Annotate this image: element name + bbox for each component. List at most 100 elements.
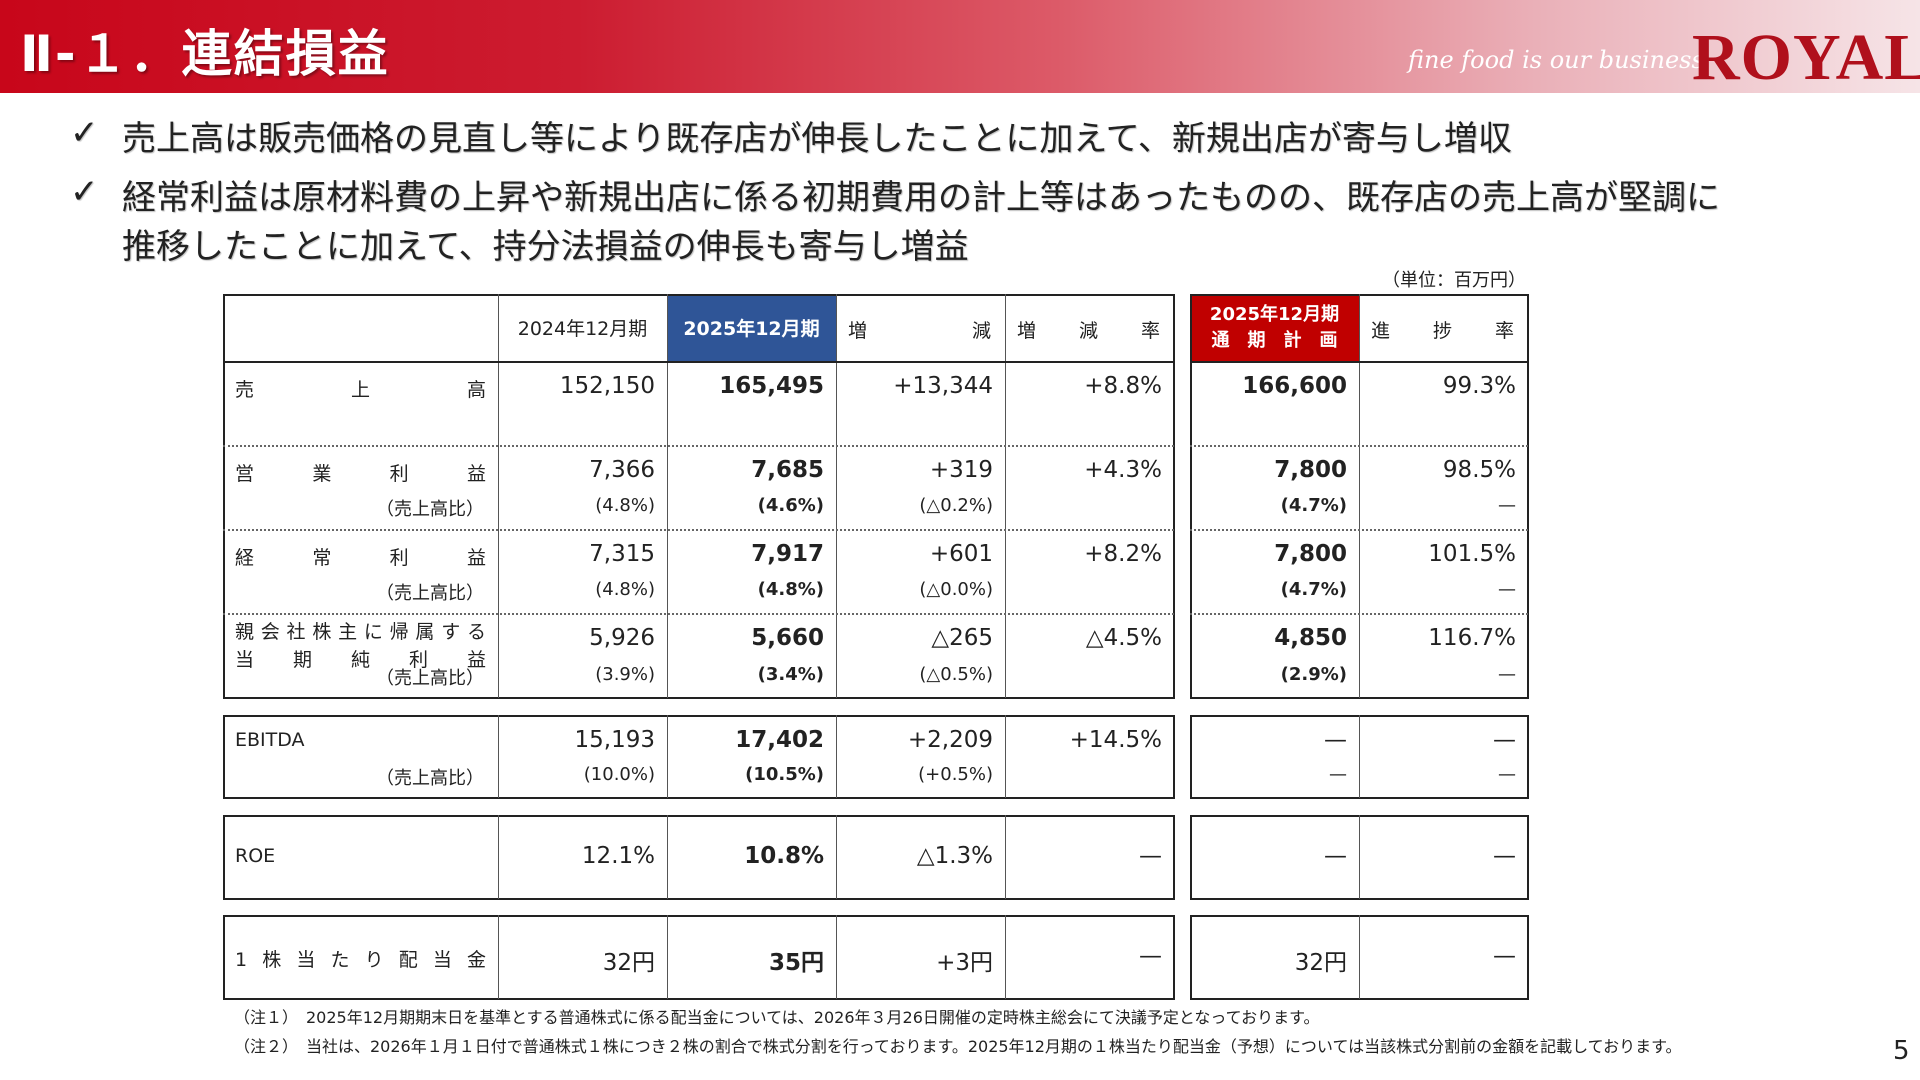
column-divider	[836, 815, 837, 899]
row-divider	[223, 529, 1174, 531]
value-cell: +13,344	[893, 373, 993, 399]
value-cell: 7,366	[589, 457, 655, 483]
plan-cell: —	[1324, 843, 1347, 869]
column-divider	[667, 715, 668, 798]
column-divider	[836, 715, 837, 798]
value-cell: +601	[929, 541, 993, 567]
tagline: fine food is our business	[1408, 46, 1704, 74]
plan-ratio-cell: (2.9%)	[1280, 664, 1347, 685]
header-change: 増 減	[848, 320, 991, 342]
row-label: 売上高	[235, 379, 486, 401]
header-banner: Ⅱ-１．連結損益 fine food is our business ROYAL	[0, 0, 1920, 94]
ratio-cell: (4.6%)	[757, 495, 824, 516]
value-cell: +14.5%	[1069, 727, 1162, 753]
value-cell: 165,495	[719, 373, 824, 399]
table-border	[223, 294, 1175, 699]
row-divider	[223, 361, 1174, 363]
row-label: 1株当たり配当金	[235, 949, 486, 971]
column-divider	[498, 294, 499, 698]
value-cell: 152,150	[559, 373, 655, 399]
progress-cell: —	[1493, 843, 1516, 869]
ratio-cell: (10.5%)	[745, 764, 824, 785]
row-divider	[1190, 529, 1528, 531]
row-label: EBITDA	[235, 729, 305, 751]
row-label: 親会社株主に帰属する	[235, 621, 486, 643]
header-change-rate: 増 減 率	[1017, 320, 1160, 342]
page-title: Ⅱ-１．連結損益	[20, 25, 390, 83]
value-cell: 7,315	[589, 541, 655, 567]
column-divider	[1005, 715, 1006, 798]
value-cell: +3円	[936, 950, 993, 976]
column-divider	[1359, 915, 1360, 999]
ratio-cell: (3.9%)	[595, 664, 655, 685]
progress-cell: —	[1493, 943, 1516, 969]
column-divider	[1359, 294, 1360, 698]
page-number: 5	[1893, 1036, 1910, 1066]
progress-cell: 98.5%	[1442, 457, 1516, 483]
row-divider	[1190, 445, 1528, 447]
column-divider	[667, 815, 668, 899]
value-cell: +4.3%	[1084, 457, 1162, 483]
header-progress: 進 捗 率	[1371, 320, 1514, 342]
value-cell: +8.2%	[1084, 541, 1162, 567]
header-plan: 2025年12月期通 期 計 画	[1190, 294, 1359, 361]
value-cell: 5,660	[751, 625, 824, 651]
table-border	[223, 815, 1175, 900]
row-divider	[223, 613, 1174, 615]
footnote-1: （注１） 2025年12月期期末日を基準とする普通株式に係る配当金については、2…	[234, 1008, 1320, 1027]
value-cell: 32円	[602, 950, 655, 976]
ratio-cell: (4.8%)	[757, 579, 824, 600]
plan-cell: —	[1324, 727, 1347, 753]
value-cell: +8.8%	[1084, 373, 1162, 399]
row-divider	[1190, 613, 1528, 615]
row-divider	[223, 445, 1174, 447]
column-divider	[836, 294, 837, 698]
progress-ratio-cell: —	[1498, 664, 1516, 685]
value-cell: △1.3%	[916, 843, 993, 869]
plan-cell: 4,850	[1274, 625, 1347, 651]
sub-label: （売上高比）	[376, 499, 484, 520]
plan-ratio-cell: —	[1329, 764, 1347, 785]
table-border	[223, 915, 1175, 1000]
value-cell: 10.8%	[744, 843, 824, 869]
sub-label: （売上高比）	[376, 583, 484, 604]
unit-label: （単位：百万円）	[1382, 270, 1526, 291]
ratio-cell: (+0.5%)	[918, 764, 993, 785]
column-divider	[1005, 815, 1006, 899]
value-cell: +319	[929, 457, 993, 483]
plan-header-line: 通 期 計 画	[1211, 329, 1338, 351]
plan-cell: 7,800	[1274, 457, 1347, 483]
value-cell: 7,685	[751, 457, 824, 483]
plan-cell: 32円	[1294, 950, 1347, 976]
bullet-text: 売上高は販売価格の見直し等により既存店が伸長したことに加えて、新規出店が寄与し増…	[122, 119, 1512, 159]
plan-cell: 166,600	[1242, 373, 1347, 399]
column-divider	[1359, 715, 1360, 798]
value-cell: 7,917	[751, 541, 824, 567]
progress-cell: 101.5%	[1428, 541, 1516, 567]
value-cell: △265	[931, 625, 993, 651]
value-cell: 15,193	[574, 727, 655, 753]
progress-ratio-cell: —	[1498, 495, 1516, 516]
ratio-cell: (4.8%)	[595, 579, 655, 600]
value-cell: 12.1%	[581, 843, 655, 869]
row-label: ROE	[235, 845, 276, 867]
row-label: 営業利益	[235, 463, 486, 485]
value-cell: +2,209	[907, 727, 993, 753]
plan-header-line: 2025年12月期	[1209, 303, 1340, 325]
check-icon: ✓	[70, 113, 99, 153]
progress-cell: —	[1493, 727, 1516, 753]
value-cell: △4.5%	[1085, 625, 1162, 651]
column-divider	[498, 715, 499, 798]
header-2024: 2024年12月期	[517, 318, 648, 340]
column-divider	[1005, 915, 1006, 999]
column-divider	[498, 815, 499, 899]
column-divider	[667, 294, 668, 698]
ratio-cell: (4.8%)	[595, 495, 655, 516]
sub-label: （売上高比）	[376, 768, 484, 789]
column-divider	[836, 915, 837, 999]
row-label: 経常利益	[235, 547, 486, 569]
row-label: 当期純利益	[235, 649, 486, 671]
column-divider	[667, 915, 668, 999]
plan-ratio-cell: (4.7%)	[1280, 579, 1347, 600]
table-border	[223, 715, 1175, 799]
